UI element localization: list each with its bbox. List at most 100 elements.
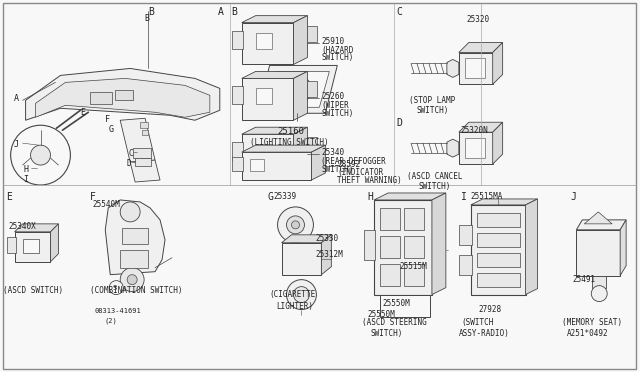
Text: D: D	[396, 118, 402, 128]
Bar	[471, 205, 525, 295]
Polygon shape	[120, 118, 155, 162]
Circle shape	[278, 207, 314, 243]
Polygon shape	[242, 127, 307, 134]
Bar	[255, 144, 271, 160]
Bar	[140, 122, 148, 128]
Bar	[232, 142, 243, 160]
Text: (REAR DEFOGGER: (REAR DEFOGGER	[321, 157, 386, 166]
Text: D: D	[126, 159, 131, 168]
Text: B: B	[148, 7, 154, 17]
Text: A: A	[218, 7, 223, 17]
Polygon shape	[26, 68, 220, 120]
Polygon shape	[105, 200, 165, 275]
Bar	[90, 92, 112, 104]
Text: 25491: 25491	[572, 275, 595, 284]
Text: (STOP LAMP: (STOP LAMP	[409, 96, 455, 105]
Text: (INDICATOR: (INDICATOR	[337, 168, 383, 177]
Text: (ASCD CANCEL: (ASCD CANCEL	[407, 172, 463, 181]
Bar	[404, 264, 424, 286]
Text: 25312M: 25312M	[316, 250, 343, 259]
Text: F: F	[90, 192, 96, 202]
Text: 25550M: 25550M	[382, 299, 410, 308]
Circle shape	[284, 76, 312, 103]
Text: (CIGARETTE: (CIGARETTE	[269, 290, 316, 299]
Text: E: E	[81, 108, 85, 117]
Text: A251*0492: A251*0492	[566, 330, 608, 339]
Bar	[242, 23, 294, 64]
Bar	[380, 208, 400, 230]
Circle shape	[31, 145, 51, 165]
Bar	[477, 233, 520, 247]
Polygon shape	[242, 145, 325, 152]
Bar	[404, 208, 424, 230]
Text: 08313-41691: 08313-41691	[94, 308, 141, 314]
Text: H: H	[367, 192, 373, 202]
Bar	[307, 26, 317, 42]
Text: 25340: 25340	[321, 148, 344, 157]
Polygon shape	[242, 16, 307, 23]
Polygon shape	[258, 65, 337, 113]
Bar	[15, 232, 51, 262]
Polygon shape	[447, 139, 459, 157]
Text: ASSY-RADIO): ASSY-RADIO)	[459, 330, 509, 339]
Text: 27928: 27928	[479, 305, 502, 314]
Text: I: I	[24, 175, 29, 184]
Bar	[465, 58, 484, 78]
Text: 25340X: 25340X	[9, 222, 36, 231]
Bar	[255, 33, 271, 48]
Bar	[380, 295, 430, 317]
Text: (2): (2)	[104, 318, 117, 324]
Polygon shape	[51, 224, 58, 262]
Text: G: G	[268, 192, 273, 202]
Text: SWITCH): SWITCH)	[370, 330, 403, 339]
Text: (COMBINATION SWITCH): (COMBINATION SWITCH)	[90, 286, 183, 295]
Text: (ASCD SWITCH): (ASCD SWITCH)	[3, 286, 63, 295]
Bar	[307, 81, 317, 97]
Polygon shape	[374, 193, 446, 200]
Bar	[577, 230, 620, 276]
Polygon shape	[447, 60, 459, 77]
Bar	[250, 159, 264, 171]
Bar	[282, 243, 321, 275]
Polygon shape	[432, 193, 446, 295]
Polygon shape	[130, 160, 160, 182]
Bar	[242, 78, 294, 120]
Text: LIGHTER): LIGHTER)	[276, 302, 314, 311]
Text: 25260: 25260	[321, 92, 344, 101]
Bar	[465, 138, 484, 158]
Polygon shape	[525, 199, 538, 295]
Bar	[477, 213, 520, 227]
Polygon shape	[294, 71, 307, 120]
Bar	[232, 31, 243, 48]
Bar	[22, 239, 38, 253]
Polygon shape	[493, 122, 502, 164]
Text: 28592: 28592	[337, 160, 360, 169]
Polygon shape	[312, 145, 325, 180]
Text: 25515MA: 25515MA	[471, 192, 503, 201]
Bar	[380, 236, 400, 258]
Polygon shape	[620, 220, 626, 276]
Circle shape	[109, 280, 123, 295]
Bar	[374, 200, 432, 295]
Bar	[133, 148, 151, 158]
Circle shape	[120, 202, 140, 222]
Bar	[120, 250, 148, 268]
Circle shape	[120, 268, 144, 292]
Text: H: H	[24, 165, 29, 174]
Text: S: S	[112, 285, 116, 291]
Text: 25330: 25330	[316, 234, 339, 243]
Text: J: J	[13, 140, 19, 149]
Circle shape	[294, 286, 309, 302]
Text: (HAZARD: (HAZARD	[321, 45, 354, 55]
Bar	[115, 90, 133, 100]
Polygon shape	[459, 122, 502, 132]
Text: 25550M: 25550M	[367, 310, 395, 318]
Bar	[242, 134, 294, 176]
Text: (MEMORY SEAT): (MEMORY SEAT)	[563, 318, 623, 327]
Text: SWITCH): SWITCH)	[417, 106, 449, 115]
Text: (LIGHTING SWITCH): (LIGHTING SWITCH)	[250, 138, 328, 147]
Circle shape	[287, 280, 316, 310]
Polygon shape	[266, 71, 330, 107]
Bar	[364, 230, 375, 260]
Polygon shape	[584, 212, 612, 224]
